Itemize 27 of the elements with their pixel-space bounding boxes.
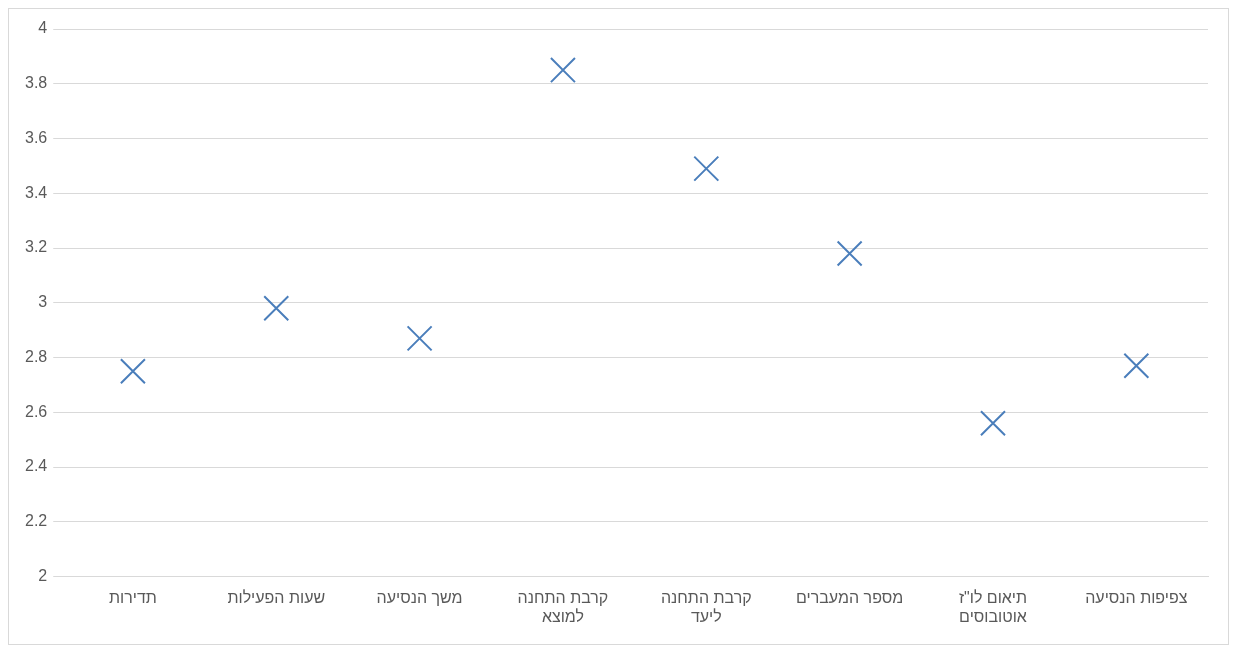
x-tick-label: שעות הפעילות xyxy=(227,588,326,606)
point xyxy=(549,57,576,84)
y-tick-label: 3.8 xyxy=(24,74,48,92)
x-tick-label: מספר המעברים xyxy=(796,588,904,606)
point xyxy=(979,410,1006,437)
y-tick-label: 2.8 xyxy=(24,347,48,365)
y-tick-label: 3.6 xyxy=(24,128,48,146)
point xyxy=(119,358,146,385)
x-tick-label: צפיפות הנסיעה xyxy=(1085,588,1188,606)
y-tick-label: 4 xyxy=(38,19,48,37)
point xyxy=(263,295,290,322)
x-tick-label: תדירות xyxy=(108,588,157,606)
point xyxy=(406,325,433,352)
point xyxy=(1123,352,1150,379)
y-tick-label: 3.2 xyxy=(24,238,48,256)
y-tick-label: 2 xyxy=(38,567,48,585)
x-tick-label: משך הנסיעה xyxy=(376,588,463,606)
y-tick-label: 3 xyxy=(38,293,48,311)
y-tick-label: 2.4 xyxy=(24,457,48,475)
x-tick-label: תיאום לו"ז אוטובוסים xyxy=(958,588,1028,625)
y-tick-label: 3.4 xyxy=(24,183,48,201)
point xyxy=(836,240,863,267)
point xyxy=(693,155,720,182)
y-tick-label: 2.6 xyxy=(24,402,48,420)
y-tick-label: 2.2 xyxy=(24,512,48,530)
x-tick-label: קרבת התחנה למוצא xyxy=(517,588,609,625)
x-tick-label: קרבת התחנה ליעד xyxy=(660,588,752,625)
